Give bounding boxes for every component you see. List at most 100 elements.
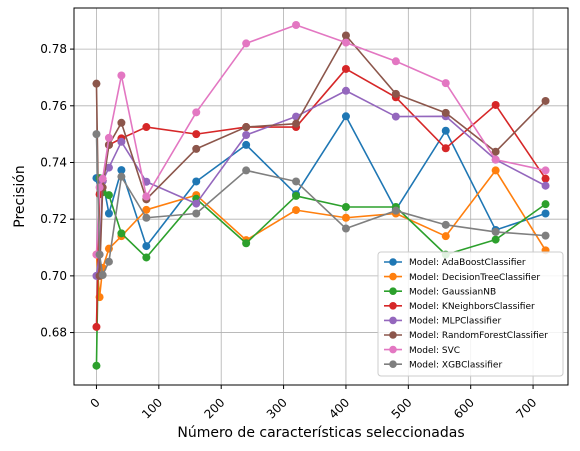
x-axis-label: Número de características seleccionadas: [177, 425, 464, 441]
data-point: [341, 38, 350, 47]
data-point: [292, 119, 301, 128]
legend-label: Model: XGBClassifier: [409, 360, 502, 370]
data-point: [242, 39, 251, 48]
data-point: [104, 209, 113, 218]
legend-marker: [389, 287, 397, 296]
series-line: [95, 89, 546, 276]
data-point: [92, 361, 101, 370]
data-point: [491, 100, 500, 109]
legend-label: Model: GaussianNB: [409, 287, 496, 297]
data-point: [242, 123, 251, 132]
data-point: [98, 174, 107, 183]
data-point: [142, 205, 151, 214]
data-point: [117, 137, 126, 146]
y-tick-label: 0.72: [40, 212, 67, 226]
legend-entry: Model: DecisionTreeClassifier: [384, 273, 540, 283]
data-point: [341, 64, 350, 73]
data-point: [491, 147, 500, 156]
data-point: [242, 166, 251, 175]
data-point: [541, 174, 550, 183]
x-tick-label: 200: [201, 395, 227, 421]
data-point: [242, 239, 251, 248]
data-point: [92, 130, 101, 139]
series-layer: [92, 21, 550, 370]
y-tick-label: 0.70: [40, 269, 67, 283]
data-point: [491, 155, 500, 164]
x-tick-label: 300: [264, 395, 290, 421]
y-axis-label: Precisión: [12, 165, 28, 227]
data-point: [292, 177, 301, 186]
legend-entry: Model: AdaBoostClassifier: [384, 258, 526, 268]
data-point: [541, 209, 550, 218]
data-point: [92, 322, 101, 331]
data-point: [341, 213, 350, 222]
data-point: [341, 86, 350, 95]
data-point: [192, 108, 201, 117]
data-point: [491, 166, 500, 175]
data-point: [192, 177, 201, 186]
legend-entry: Model: KNeighborsClassifier: [384, 302, 535, 312]
data-point: [117, 166, 126, 175]
data-point: [95, 183, 104, 192]
data-point: [341, 224, 350, 233]
legend-entry: Model: GaussianNB: [384, 287, 496, 297]
y-tick-label: 0.76: [40, 99, 67, 113]
legend-label: Model: MLPClassifier: [409, 317, 502, 327]
data-point: [192, 199, 201, 208]
data-point: [441, 144, 450, 153]
legend-label: Model: DecisionTreeClassifier: [409, 273, 540, 283]
data-point: [117, 229, 126, 238]
data-point: [142, 213, 151, 222]
legend-label: Model: KNeighborsClassifier: [409, 302, 535, 312]
data-point: [242, 140, 251, 149]
x-tick-label: 100: [139, 395, 165, 421]
data-point: [541, 96, 550, 105]
data-point: [391, 57, 400, 66]
legend: Model: AdaBoostClassifier Model: Decision…: [377, 251, 564, 377]
data-point: [92, 79, 101, 88]
legend-marker: [389, 258, 397, 266]
data-point: [292, 191, 301, 200]
data-point: [341, 202, 350, 211]
data-point: [117, 118, 126, 127]
data-point: [192, 144, 201, 153]
legend-entry: Model: SVC: [384, 346, 460, 356]
data-point: [391, 89, 400, 98]
data-point: [441, 108, 450, 117]
data-point: [117, 172, 126, 181]
data-point: [491, 235, 500, 244]
legend-label: Model: RandomForestClassifier: [409, 331, 548, 341]
data-point: [441, 126, 450, 135]
x-tick-label: 700: [513, 395, 539, 421]
data-point: [491, 227, 500, 236]
data-point: [142, 253, 151, 262]
data-point: [192, 209, 201, 218]
data-point: [117, 71, 126, 80]
y-axis: 0.68 0.70 0.72 0.74 0.76 0.78: [40, 42, 74, 340]
legend-label: Model: AdaBoostClassifier: [409, 258, 526, 268]
data-point: [192, 130, 201, 139]
data-point: [142, 242, 151, 251]
data-point: [341, 112, 350, 121]
legend-marker: [389, 272, 397, 281]
x-tick-label: 600: [451, 395, 477, 421]
legend-marker: [389, 345, 397, 354]
data-point: [391, 112, 400, 121]
y-tick-label: 0.78: [40, 42, 67, 56]
legend-box: [377, 251, 564, 377]
x-tick-label: 500: [389, 395, 415, 421]
data-point: [541, 200, 550, 209]
data-point: [391, 206, 400, 215]
legend-entry: Model: XGBClassifier: [384, 360, 502, 370]
data-point: [541, 181, 550, 190]
data-point: [441, 232, 450, 241]
x-axis: 0 100 200 300 400 500 600 700: [87, 385, 539, 422]
series-line: [95, 24, 546, 255]
legend-entry: Model: RandomForestClassifier: [384, 331, 548, 341]
data-point: [142, 123, 151, 132]
grid: [74, 8, 568, 385]
legend-entry: Model: MLPClassifier: [384, 316, 502, 327]
data-point: [104, 133, 113, 142]
legend-label: Model: SVC: [409, 346, 460, 356]
